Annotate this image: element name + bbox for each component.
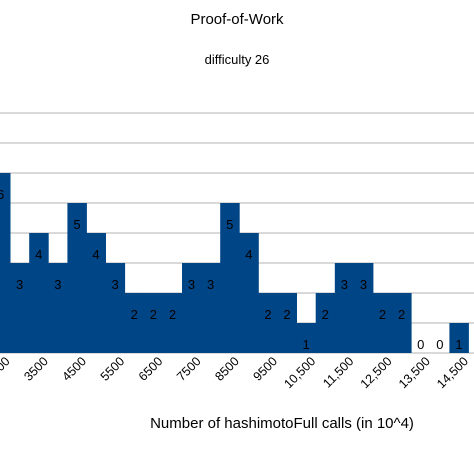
data-label: 4 <box>92 247 99 262</box>
bar <box>220 203 240 353</box>
data-label: 2 <box>264 307 271 322</box>
data-label: 2 <box>169 307 176 322</box>
x-tick-label: 5500 <box>98 354 128 384</box>
bar <box>29 233 49 353</box>
x-tick-label: 9500 <box>251 354 281 384</box>
data-label: 3 <box>207 277 214 292</box>
bar <box>162 293 183 353</box>
data-label: 3 <box>54 277 61 292</box>
bar <box>277 293 297 353</box>
x-tick-labels: 2500 3500 4500 5500 6500 7500 8500 9500 10,500 11… <box>0 354 471 391</box>
bar <box>392 293 412 353</box>
bar <box>373 293 393 353</box>
bar <box>182 263 202 353</box>
x-tick-label: 10,500 <box>281 354 318 391</box>
bar <box>10 263 30 353</box>
data-label: 4 <box>35 247 42 262</box>
chart-title: Proof-of-Work <box>190 11 284 28</box>
x-tick-label: 3500 <box>21 354 51 384</box>
data-label: 5 <box>73 217 80 232</box>
bar <box>0 173 11 353</box>
data-label: 4 <box>245 247 252 262</box>
bar <box>124 293 145 353</box>
data-label: 6 <box>0 187 4 202</box>
data-label: 3 <box>16 277 23 292</box>
bar <box>143 293 164 353</box>
data-label: 0 <box>417 337 424 352</box>
bar <box>353 263 374 353</box>
x-tick-label: 2500 <box>0 354 13 384</box>
bar <box>67 203 87 353</box>
bar <box>296 323 317 353</box>
data-label: 1 <box>303 337 310 352</box>
data-label: 5 <box>226 217 233 232</box>
bar <box>105 263 126 353</box>
data-label: 2 <box>322 307 329 322</box>
chart-subtitle: difficulty 26 <box>205 52 270 67</box>
data-label: 3 <box>341 277 348 292</box>
x-tick-label: 4500 <box>60 354 90 384</box>
x-tick-label: 14,500 <box>434 354 471 391</box>
data-label: 2 <box>283 307 290 322</box>
bar <box>48 263 68 353</box>
x-tick-label: 12,500 <box>358 354 395 391</box>
x-tick-label: 8500 <box>212 354 242 384</box>
bar <box>201 263 221 353</box>
x-axis-label: Number of hashimotoFull calls (in 10^4) <box>150 415 414 432</box>
data-label: 3 <box>188 277 195 292</box>
bar <box>86 233 106 353</box>
bar <box>334 263 355 353</box>
data-label: 1 <box>455 337 462 352</box>
bar <box>449 323 469 353</box>
x-tick-label: 7500 <box>174 354 204 384</box>
bar <box>258 293 278 353</box>
x-tick-label: 6500 <box>136 354 166 384</box>
bars <box>0 173 469 353</box>
data-label: 3 <box>360 277 367 292</box>
data-label: 3 <box>112 277 119 292</box>
data-label: 2 <box>150 307 157 322</box>
x-tick-label: 13,500 <box>396 354 433 391</box>
data-label: 2 <box>398 307 405 322</box>
bar <box>239 233 259 353</box>
bar <box>315 293 336 353</box>
data-label: 0 <box>436 337 443 352</box>
x-tick-label: 11,500 <box>320 354 356 390</box>
data-label: 2 <box>379 307 386 322</box>
data-label: 2 <box>131 307 138 322</box>
